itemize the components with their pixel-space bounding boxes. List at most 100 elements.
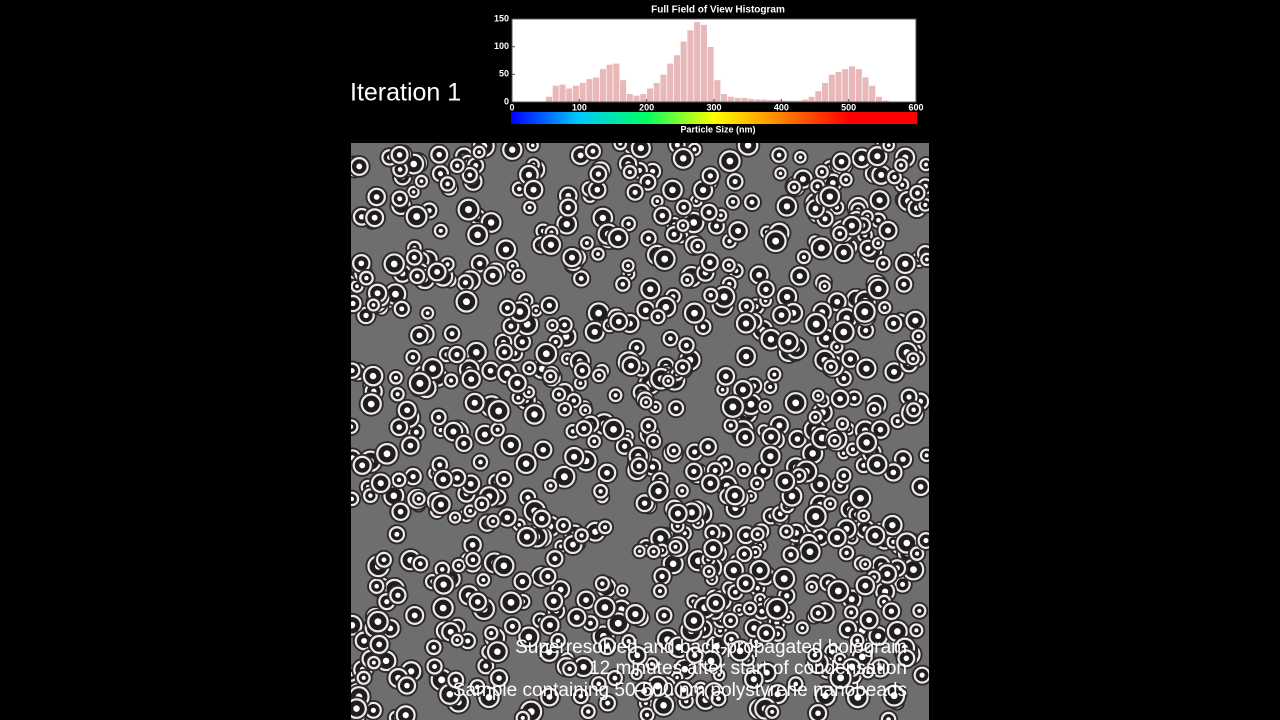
ring xyxy=(673,482,691,500)
ring-core xyxy=(561,523,566,528)
ring-core xyxy=(919,672,925,678)
ring-core xyxy=(828,364,834,369)
bar xyxy=(821,82,829,103)
ring-core xyxy=(510,264,515,268)
ring-core xyxy=(680,364,686,370)
ring xyxy=(446,343,468,366)
ring-core xyxy=(830,179,836,186)
ring-core xyxy=(673,405,679,411)
ring-core xyxy=(837,674,845,682)
ring-core xyxy=(547,622,553,628)
ring-core xyxy=(604,643,610,649)
ring xyxy=(670,146,696,171)
ring xyxy=(660,177,685,203)
ring-core xyxy=(822,216,828,222)
ring xyxy=(625,643,649,667)
ring-core xyxy=(916,334,921,339)
ring-core xyxy=(519,578,526,585)
ring-core xyxy=(418,561,423,567)
bar xyxy=(740,97,748,103)
ring xyxy=(351,294,362,313)
ring xyxy=(837,171,855,189)
ring-core xyxy=(719,213,723,218)
ring-core xyxy=(548,374,553,379)
ring xyxy=(538,685,561,709)
ring-core xyxy=(455,163,460,168)
ring xyxy=(430,595,456,621)
ring xyxy=(620,163,639,182)
ring xyxy=(637,705,657,720)
ring xyxy=(805,645,825,665)
ring-core xyxy=(668,336,673,341)
histogram xyxy=(545,21,890,103)
ring xyxy=(466,590,489,613)
ring xyxy=(388,385,407,404)
ring-core xyxy=(792,399,800,407)
ring-core xyxy=(813,415,818,420)
ring-core xyxy=(562,333,570,340)
ring xyxy=(597,692,618,714)
ring xyxy=(521,178,546,202)
ring-core xyxy=(519,339,525,345)
ring xyxy=(459,165,480,186)
ring xyxy=(821,495,839,513)
ring xyxy=(367,632,391,656)
ring-core xyxy=(634,672,639,676)
iteration-label: Iteration 1 xyxy=(350,79,461,107)
ring-core xyxy=(557,586,564,593)
ring xyxy=(678,271,696,289)
ring-core xyxy=(634,345,640,351)
ring-core xyxy=(902,260,909,267)
ring-core xyxy=(837,395,843,402)
ring-core xyxy=(886,717,891,720)
ring-core xyxy=(659,212,666,219)
ring-core xyxy=(730,199,735,204)
ring xyxy=(806,408,824,426)
ring-core xyxy=(626,639,631,644)
ring-core xyxy=(923,538,929,544)
ring-core xyxy=(465,638,471,644)
caption: Superresolved and back-propagated hologr… xyxy=(453,637,907,701)
ring-core xyxy=(393,375,398,380)
ring xyxy=(727,638,753,664)
ring-core xyxy=(854,693,862,701)
ring xyxy=(666,501,690,526)
ring xyxy=(881,682,907,709)
ring-core xyxy=(479,501,485,507)
ring-core xyxy=(487,219,495,226)
ring-core xyxy=(496,675,502,681)
ring-core xyxy=(569,254,576,261)
ring xyxy=(774,194,800,219)
ring-core xyxy=(741,551,747,557)
ring xyxy=(391,298,412,319)
ring-core xyxy=(621,443,628,449)
bar xyxy=(558,83,567,103)
ring-core xyxy=(477,260,483,267)
ring xyxy=(831,319,857,345)
ring-core xyxy=(837,231,843,236)
ring xyxy=(721,558,746,583)
bar xyxy=(713,79,722,103)
ring-core xyxy=(509,146,516,153)
ring xyxy=(445,669,467,691)
ring xyxy=(637,171,659,193)
ring xyxy=(816,278,833,295)
ring-core xyxy=(675,643,683,651)
ring-core xyxy=(861,514,866,518)
ring xyxy=(909,327,928,346)
ring xyxy=(571,686,591,707)
ring-core xyxy=(794,436,801,442)
ring xyxy=(515,524,539,549)
ring-core xyxy=(749,199,755,205)
ring-core xyxy=(877,426,884,433)
ring xyxy=(393,703,418,720)
ring xyxy=(420,356,446,382)
ring-core xyxy=(382,657,390,665)
ring-core xyxy=(467,480,474,487)
ring-core xyxy=(416,332,423,339)
ring-core xyxy=(351,424,354,429)
ring xyxy=(509,267,528,285)
ring-core xyxy=(720,293,728,301)
ring-core xyxy=(437,501,445,508)
ring-core xyxy=(716,696,721,701)
